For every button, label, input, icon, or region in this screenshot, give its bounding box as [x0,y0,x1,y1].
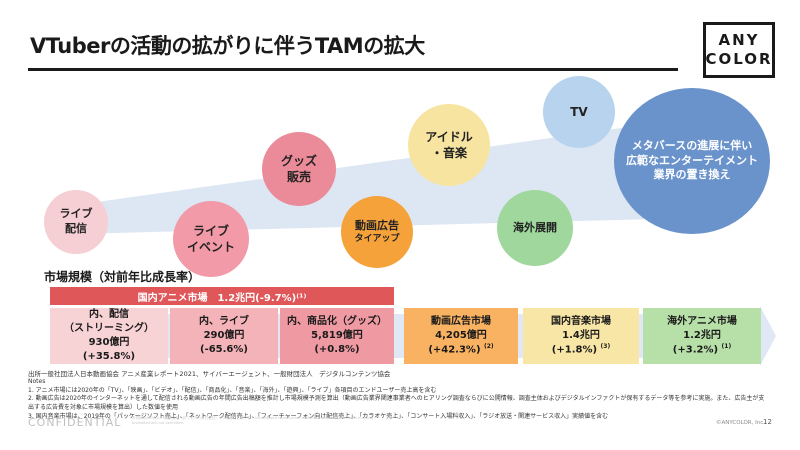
page-number: 12 [763,418,772,426]
bubble-metaverse: メタバースの進展に伴い 広範なエンターテイメント 業界の置き換え [614,88,770,234]
box-2-growth: (-65.6%) [200,344,248,355]
market-size-label: 市場規模（対前年比成長率） [44,270,201,284]
note-2: 2. 動画広告は2020年のインターネットを通して配信される動画広告の年間広告出… [28,395,765,412]
box-4-line1: 動画広告市場 [431,315,491,327]
box-6-line1: 海外アニメ市場 [667,315,737,327]
bubble-overseas: 海外展開 [497,190,573,266]
bubble-idol-music: アイドル ・音楽 [408,104,490,186]
bubble-meta-line3: 業界の置き換え [653,168,731,182]
box-5-growth: (+1.8%) [551,344,598,356]
market-box-music: 国内音楽市場 1.4兆円 (+1.8%) (3) [523,308,639,364]
box-4-note: (2) [484,342,494,350]
bubble-idol-line1: アイドル [425,129,473,144]
box-3-value: 5,819億円 [311,330,363,341]
bubble-meta-line1: メタバースの進展に伴い [631,138,753,152]
box-1-value: 930億円 [88,337,130,348]
box-2-line1: 内、ライブ [199,316,249,327]
box-5-line1: 国内音楽市場 [551,315,611,327]
copyright: ©ANYCOLOR, Inc. [716,420,766,426]
note-3: 3. 国内音楽市場は、2019年の「パッケージソフト売上」、「ネットワーク配信売… [28,412,609,420]
bubble-ad-line1: 動画広告 [355,218,399,232]
bubble-liveev-line1: ライブ [192,223,229,238]
bubble-liveev-line2: イベント [186,240,235,254]
market-box-video-ad: 動画広告市場 4,205億円 (+42.3%) (2) [404,308,518,364]
page-title: VTuberの活動の拡がりに伴うTAMの拡大 [30,34,425,58]
box-6-note: (1) [721,342,732,350]
confidential-label: CONFIDENTIAL [28,416,122,429]
market-box-live: 内、ライブ 290億円 (-65.6%) [170,308,278,364]
note-1: 1. アニメ市場には2020年の「TV」、「映画」、「ビデオ」、「配信」、「商品… [28,386,437,394]
footer-disclaimer: 本資料はANYCOLOR株式会社（旧 いちから株式会社）が作成したものです。Un… [132,416,374,425]
notes-heading: Notes [28,378,46,385]
source-citation: 出所一般社団法人日本動画協会 アニメ産業レポート2021、サイバーエージェント、… [28,370,391,378]
box-1-line2: （ストリーミング） [64,323,154,334]
box-6-value: 1.2兆円 [683,329,721,341]
box-4-growth: (+42.3%) [428,344,481,356]
bubble-live-line1: ライブ [59,207,93,221]
bubble-goods: グッズ 販売 [262,132,336,206]
box-4-value: 4,205億円 [435,329,487,341]
bubble-goods-line2: 販売 [286,170,311,184]
bubble-live-line2: 配信 [65,222,87,235]
bubble-goods-line1: グッズ [280,153,317,168]
box-5-value: 1.4兆円 [562,329,600,341]
box-2-value: 290億円 [203,330,245,341]
box-5-growth-wrap: (+1.8%) (3) [552,343,610,357]
box-4-growth-wrap: (+42.3%) (2) [428,343,493,357]
bubble-ad-sub: タイアップ [354,234,400,245]
bubble-tv: TV [543,76,615,148]
domestic-anime-market-bar: 国内アニメ市場 1.2兆円(-9.7%)⁽¹⁾ [50,287,394,305]
box-3-growth: (+0.8%) [314,344,360,355]
box-3-line1: 内、商品化（グッズ） [287,316,387,327]
market-box-streaming: 内、配信 （ストリーミング） 930億円 (+35.8%) [50,308,168,364]
logo-line-1: ANY [718,31,760,49]
logo-line-2: COLOR [705,50,773,68]
notes-section: Notes 1. アニメ市場には2020年の「TV」、「映画」、「ビデオ」、「配… [28,378,768,421]
bubble-live-streaming: ライブ 配信 [44,190,108,254]
box-1-line1: 内、配信 [89,309,129,320]
box-5-note: (3) [600,342,611,350]
box-1-growth: (+35.8%) [82,351,136,362]
bubble-video-ad: 動画広告 タイアップ [341,196,413,268]
market-box-goods: 内、商品化（グッズ） 5,819億円 (+0.8%) [280,308,394,364]
box-6-growth: (+3.2%) [672,344,719,356]
title-underline [28,68,678,71]
anycolor-logo: ANY COLOR [703,22,775,78]
market-box-overseas-anime: 海外アニメ市場 1.2兆円 (+3.2%) (1) [643,308,761,364]
bubble-idol-line2: ・音楽 [430,146,467,160]
bubble-meta-line2: 広範なエンターテイメント [626,153,758,167]
bubble-live-event: ライブ イベント [173,201,249,277]
box-6-growth-wrap: (+3.2%) (1) [673,343,731,357]
bubble-tv-line1: TV [570,104,588,119]
bubble-overseas-line1: 海外展開 [513,220,557,234]
